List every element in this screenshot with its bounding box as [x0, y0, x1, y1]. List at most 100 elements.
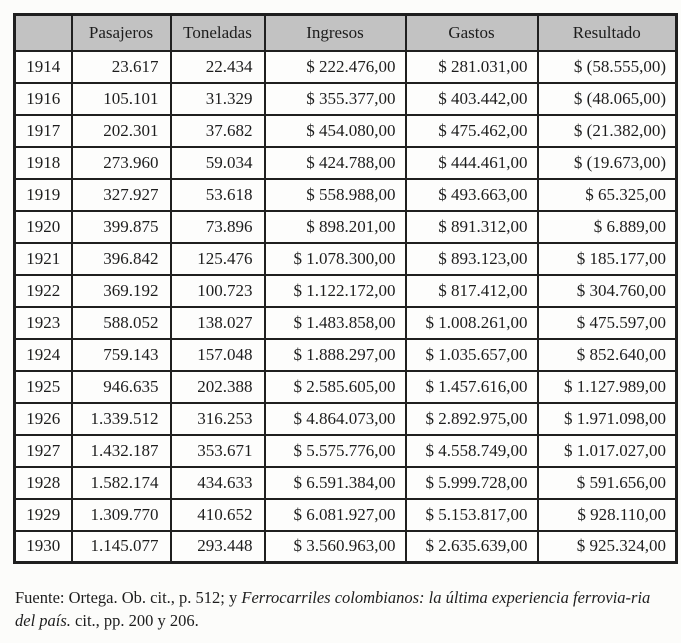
year-cell: 1927 — [13, 433, 73, 468]
pasajeros-cell: 1.339.512 — [70, 401, 172, 436]
gastos-cell: $ 1.457.616,00 — [404, 369, 539, 404]
pasajeros-cell: 399.875 — [70, 209, 172, 244]
resultado-cell: $ 6.889,00 — [536, 209, 678, 244]
table-row: 1927 1.432.187 353.671 $ 5.575.776,00 $ 4.55… — [13, 433, 678, 468]
toneladas-cell: 125.476 — [169, 241, 266, 276]
table-row: 1930 1.145.077 293.448 $ 3.560.963,00 $ 2.63… — [13, 529, 678, 564]
ingresos-cell: $ 4.864.073,00 — [263, 401, 407, 436]
table-row: 1918 273.960 59.034 $ 424.788,00 $ 444.461,0… — [13, 145, 678, 180]
corner-cell — [13, 13, 73, 52]
table-row: 1922 369.192 100.723 $ 1.122.172,00 $ 817.41… — [13, 273, 678, 308]
col-header-pasajeros: Pasajeros — [70, 13, 172, 52]
gastos-cell: $ 403.442,00 — [404, 81, 539, 116]
gastos-cell: $ 1.035.657,00 — [404, 337, 539, 372]
toneladas-cell: 31.329 — [169, 81, 266, 116]
pasajeros-cell: 946.635 — [70, 369, 172, 404]
ingresos-cell: $ 3.560.963,00 — [263, 529, 407, 564]
toneladas-cell: 434.633 — [169, 465, 266, 500]
toneladas-cell: 100.723 — [169, 273, 266, 308]
pasajeros-cell: 105.101 — [70, 81, 172, 116]
pasajeros-cell: 327.927 — [70, 177, 172, 212]
resultado-cell: $ (21.382,00) — [536, 113, 678, 148]
resultado-cell: $ 1.017.027,00 — [536, 433, 678, 468]
year-cell: 1919 — [13, 177, 73, 212]
resultado-cell: $ (19.673,00) — [536, 145, 678, 180]
year-cell: 1922 — [13, 273, 73, 308]
table-row: 1920 399.875 73.896 $ 898.201,00 $ 891.312,0… — [13, 209, 678, 244]
toneladas-cell: 353.671 — [169, 433, 266, 468]
toneladas-cell: 37.682 — [169, 113, 266, 148]
resultado-cell: $ 1.127.989,00 — [536, 369, 678, 404]
gastos-cell: $ 1.008.261,00 — [404, 305, 539, 340]
ingresos-cell: $ 454.080,00 — [263, 113, 407, 148]
table-row: 1929 1.309.770 410.652 $ 6.081.927,00 $ 5.15… — [13, 497, 678, 532]
gastos-cell: $ 281.031,00 — [404, 49, 539, 84]
year-cell: 1921 — [13, 241, 73, 276]
toneladas-cell: 202.388 — [169, 369, 266, 404]
gastos-cell: $ 4.558.749,00 — [404, 433, 539, 468]
year-cell: 1920 — [13, 209, 73, 244]
pasajeros-cell: 202.301 — [70, 113, 172, 148]
source-note: Fuente: Ortega. Ob. cit., p. 512; y Ferr… — [15, 586, 665, 633]
pasajeros-cell: 759.143 — [70, 337, 172, 372]
col-header-gastos: Gastos — [404, 13, 539, 52]
year-cell: 1925 — [13, 369, 73, 404]
col-header-toneladas: Toneladas — [169, 13, 266, 52]
gastos-cell: $ 893.123,00 — [404, 241, 539, 276]
year-cell: 1918 — [13, 145, 73, 180]
table-row: 1928 1.582.174 434.633 $ 6.591.384,00 $ 5.99… — [13, 465, 678, 500]
ingresos-cell: $ 222.476,00 — [263, 49, 407, 84]
pasajeros-cell: 1.582.174 — [70, 465, 172, 500]
source-text-tail: cit., pp. 200 y 206. — [70, 611, 199, 631]
toneladas-cell: 410.652 — [169, 497, 266, 532]
toneladas-cell: 59.034 — [169, 145, 266, 180]
pasajeros-cell: 273.960 — [70, 145, 172, 180]
year-cell: 1916 — [13, 81, 73, 116]
pasajeros-cell: 1.309.770 — [70, 497, 172, 532]
gastos-cell: $ 475.462,00 — [404, 113, 539, 148]
col-header-resultado: Resultado — [536, 13, 678, 52]
gastos-cell: $ 5.999.728,00 — [404, 465, 539, 500]
gastos-cell: $ 2.892.975,00 — [404, 401, 539, 436]
ingresos-cell: $ 355.377,00 — [263, 81, 407, 116]
pasajeros-cell: 1.145.077 — [70, 529, 172, 564]
table-body: 1914 23.617 22.434 $ 222.476,00 $ 281.031,00… — [13, 49, 678, 564]
header-row: Pasajeros Toneladas Ingresos Gastos Resu… — [13, 13, 678, 52]
resultado-cell: $ 928.110,00 — [536, 497, 678, 532]
table-row: 1914 23.617 22.434 $ 222.476,00 $ 281.031,00… — [13, 49, 678, 84]
gastos-cell: $ 891.312,00 — [404, 209, 539, 244]
year-cell: 1929 — [13, 497, 73, 532]
year-cell: 1924 — [13, 337, 73, 372]
source-text-lead: Fuente: Ortega. Ob. cit., p. 512; y — [15, 588, 242, 607]
resultado-cell: $ (58.555,00) — [536, 49, 678, 84]
resultado-cell: $ 475.597,00 — [536, 305, 678, 340]
year-cell: 1923 — [13, 305, 73, 340]
source-title-italic: Ferrocarriles colombianos: la última exp… — [15, 588, 651, 631]
resultado-cell: $ 65.325,00 — [536, 177, 678, 212]
ingresos-cell: $ 1.122.172,00 — [263, 273, 407, 308]
ingresos-cell: $ 558.988,00 — [263, 177, 407, 212]
toneladas-cell: 53.618 — [169, 177, 266, 212]
toneladas-cell: 138.027 — [169, 305, 266, 340]
year-cell: 1914 — [13, 49, 73, 84]
toneladas-cell: 157.048 — [169, 337, 266, 372]
resultado-cell: $ 185.177,00 — [536, 241, 678, 276]
table-row: 1926 1.339.512 316.253 $ 4.864.073,00 $ 2.89… — [13, 401, 678, 436]
gastos-cell: $ 5.153.817,00 — [404, 497, 539, 532]
toneladas-cell: 293.448 — [169, 529, 266, 564]
toneladas-cell: 22.434 — [169, 49, 266, 84]
resultado-cell: $ 852.640,00 — [536, 337, 678, 372]
resultado-cell: $ 591.656,00 — [536, 465, 678, 500]
table-row: 1917 202.301 37.682 $ 454.080,00 $ 475.462,0… — [13, 113, 678, 148]
pasajeros-cell: 369.192 — [70, 273, 172, 308]
toneladas-cell: 73.896 — [169, 209, 266, 244]
col-header-ingresos: Ingresos — [263, 13, 407, 52]
pasajeros-cell: 1.432.187 — [70, 433, 172, 468]
table-row: 1919 327.927 53.618 $ 558.988,00 $ 493.663,0… — [13, 177, 678, 212]
ingresos-cell: $ 424.788,00 — [263, 145, 407, 180]
ingresos-cell: $ 1.888.297,00 — [263, 337, 407, 372]
table-row: 1924 759.143 157.048 $ 1.888.297,00 $ 1.035.… — [13, 337, 678, 372]
pasajeros-cell: 23.617 — [70, 49, 172, 84]
year-cell: 1928 — [13, 465, 73, 500]
table-row: 1925 946.635 202.388 $ 2.585.605,00 $ 1.457.… — [13, 369, 678, 404]
